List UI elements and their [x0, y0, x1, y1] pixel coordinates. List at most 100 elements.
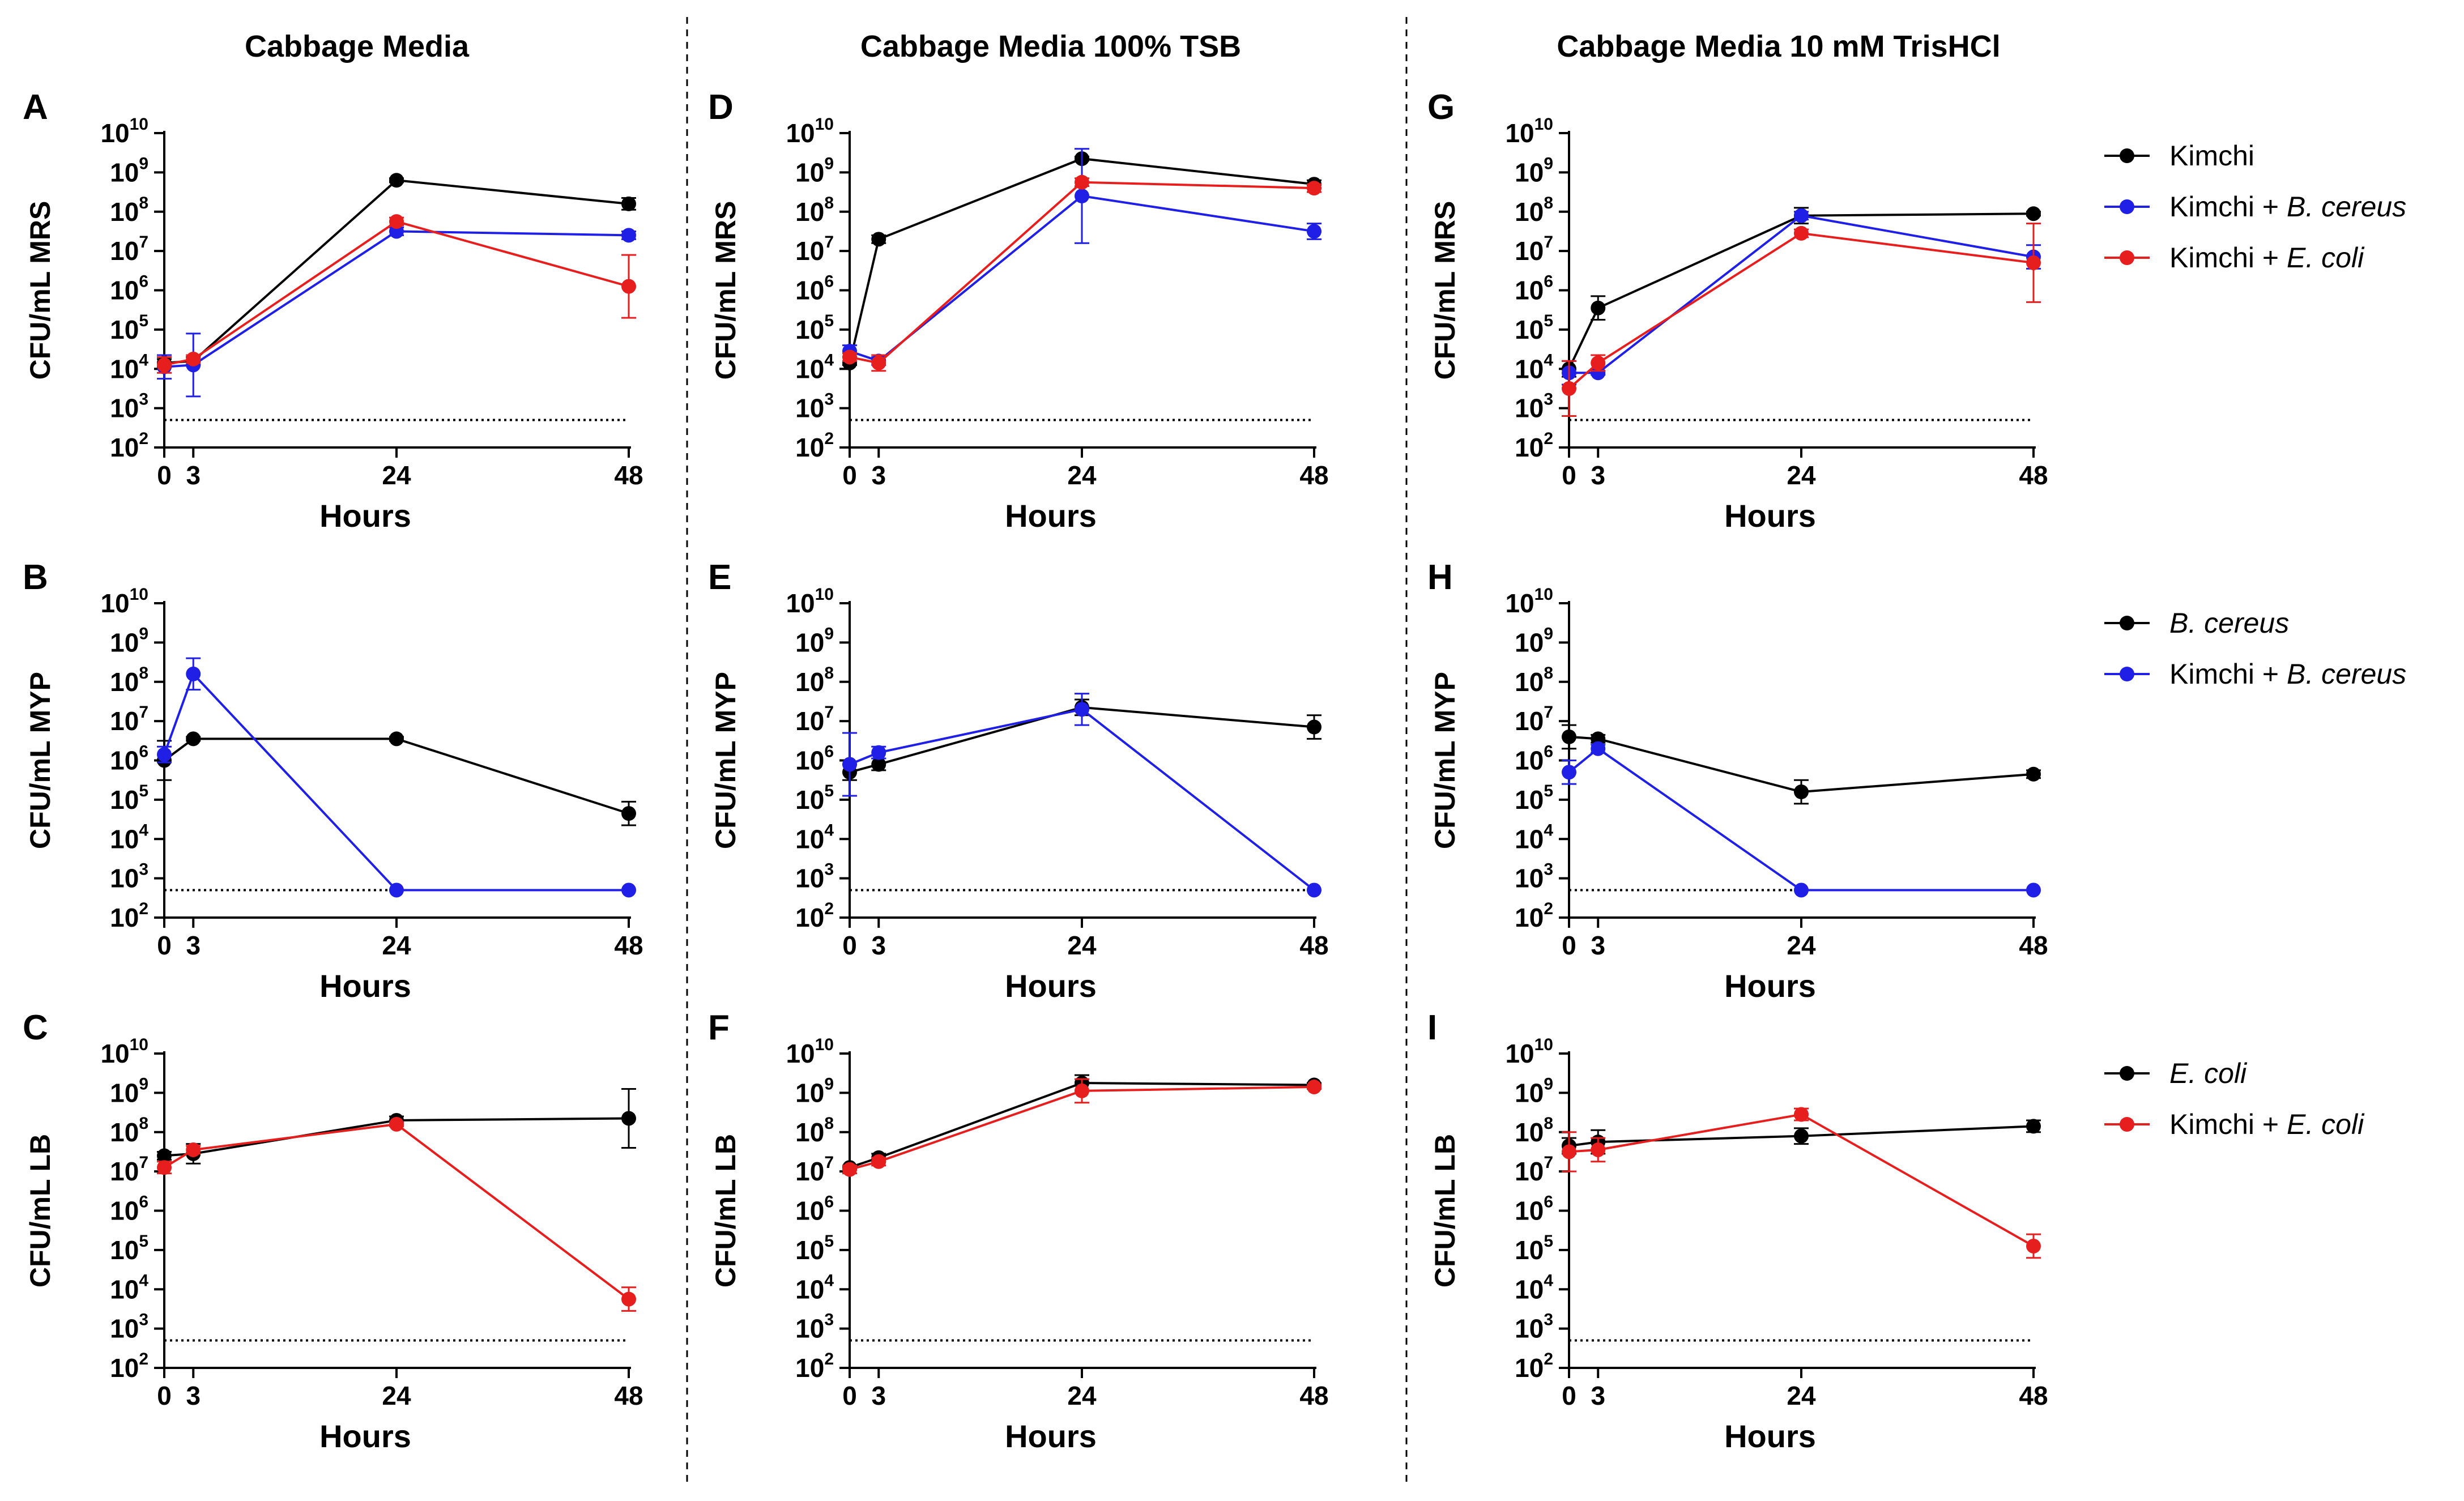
- series-kimchi-e-coli: [157, 214, 636, 374]
- y-tick-base: 10: [1515, 667, 1544, 697]
- y-tick-exponent: 4: [139, 1271, 148, 1290]
- legend-swatch-marker: [2120, 1117, 2134, 1132]
- y-tick-base: 10: [110, 394, 139, 423]
- y-tick-base: 10: [795, 236, 824, 266]
- y-tick-label: 107: [1515, 703, 1553, 736]
- y-tick-exponent: 5: [139, 782, 148, 800]
- y-tick-label: 107: [795, 703, 834, 736]
- series-line: [849, 181, 1315, 365]
- y-tick-label: 109: [1515, 624, 1553, 657]
- series-line: [849, 708, 1315, 892]
- data-point: [1794, 208, 1809, 223]
- y-tick-label: 108: [1515, 1114, 1553, 1147]
- x-tick-label: 3: [186, 1381, 201, 1410]
- y-tick-base: 10: [1515, 236, 1544, 266]
- x-axis-label: Hours: [319, 968, 411, 1004]
- y-tick-label: 102: [795, 899, 834, 932]
- series-e-coli: [1562, 1119, 2041, 1155]
- legend-entry: B. cereus: [2169, 607, 2289, 639]
- y-tick-exponent: 7: [1544, 703, 1553, 722]
- y-tick-label: 1010: [100, 585, 148, 618]
- x-axis-label: Hours: [319, 1418, 411, 1454]
- y-tick-exponent: 8: [139, 664, 148, 683]
- x-tick-label: 48: [1299, 460, 1328, 490]
- series-line: [1568, 212, 2034, 370]
- y-tick-exponent: 9: [139, 1074, 148, 1093]
- legend-swatch-marker: [2120, 199, 2134, 214]
- data-point: [842, 757, 857, 772]
- column-title-3: Cabbage Media 10 mM TrisHCl: [1557, 29, 2000, 63]
- y-tick-exponent: 2: [139, 1350, 148, 1368]
- y-tick-exponent: 6: [139, 743, 148, 761]
- x-tick-label: 48: [2019, 460, 2048, 490]
- y-tick-base: 10: [795, 433, 824, 462]
- y-tick-exponent: 7: [824, 233, 834, 251]
- series-line: [849, 194, 1315, 363]
- series-line: [163, 737, 629, 815]
- y-tick-base: 10: [795, 1274, 824, 1304]
- y-tick-label: 105: [795, 782, 834, 815]
- data-point: [1591, 741, 1606, 756]
- y-tick-label: 103: [1515, 1311, 1553, 1344]
- y-tick-base: 10: [110, 1118, 139, 1147]
- y-tick-label: 108: [1515, 194, 1553, 227]
- y-tick-exponent: 10: [1534, 115, 1553, 134]
- y-tick-base: 10: [1515, 1274, 1544, 1304]
- y-tick-base: 10: [795, 1078, 824, 1107]
- y-tick-label: 109: [795, 154, 834, 187]
- x-axis-label: Hours: [1005, 498, 1097, 534]
- y-tick-exponent: 5: [824, 782, 834, 800]
- y-tick-base: 10: [1515, 1196, 1544, 1226]
- y-tick-base: 10: [1515, 157, 1544, 187]
- data-point: [2026, 882, 2041, 898]
- column-title-2: Cabbage Media 100% TSB: [860, 29, 1241, 63]
- y-axis-label: CFU/mL LB: [24, 1134, 56, 1287]
- y-tick-exponent: 8: [824, 194, 834, 212]
- y-tick-label: 107: [795, 1153, 834, 1186]
- y-tick-base: 10: [110, 1274, 139, 1304]
- y-tick-label: 103: [110, 390, 148, 423]
- y-tick-label: 105: [795, 1232, 834, 1265]
- data-point: [621, 882, 636, 898]
- data-point: [1562, 1144, 1576, 1159]
- y-tick-exponent: 2: [139, 429, 148, 448]
- panel-label: A: [23, 88, 48, 127]
- data-point: [1794, 1107, 1809, 1122]
- y-tick-label: 104: [795, 1271, 834, 1304]
- panel-label: F: [708, 1008, 730, 1047]
- y-tick-label: 107: [795, 233, 834, 266]
- y-tick-exponent: 2: [824, 899, 834, 918]
- y-tick-label: 103: [795, 1311, 834, 1344]
- y-tick-base: 10: [1515, 1353, 1544, 1383]
- x-tick-label: 0: [842, 931, 857, 960]
- y-tick-exponent: 9: [824, 1074, 834, 1093]
- y-tick-base: 10: [1515, 1157, 1544, 1186]
- legend-entry: Kimchi + B. cereus: [2169, 191, 2406, 223]
- x-tick-label: 0: [842, 460, 857, 490]
- legend-swatch-marker: [2120, 1066, 2134, 1081]
- y-tick-label: 1010: [786, 115, 834, 148]
- y-tick-label: 102: [110, 1350, 148, 1383]
- y-tick-base: 10: [795, 628, 824, 657]
- y-tick-label: 107: [1515, 233, 1553, 266]
- x-tick-label: 48: [614, 460, 643, 490]
- y-tick-label: 107: [110, 703, 148, 736]
- x-tick-label: 24: [1067, 460, 1097, 490]
- y-tick-label: 1010: [1505, 115, 1553, 148]
- series-line: [1568, 1125, 2034, 1148]
- series-line: [849, 706, 1315, 774]
- y-tick-base: 10: [100, 118, 129, 148]
- data-point: [2026, 1119, 2041, 1134]
- legend-swatch-marker: [2120, 148, 2134, 163]
- y-tick-exponent: 6: [1544, 1193, 1553, 1212]
- y-tick-base: 10: [795, 394, 824, 423]
- series-line: [849, 1085, 1315, 1171]
- y-tick-base: 10: [110, 157, 139, 187]
- series-kimchi-e-coli: [842, 174, 1321, 372]
- y-tick-base: 10: [795, 197, 824, 227]
- data-point: [1562, 381, 1576, 396]
- legend-entry-text: Kimchi +: [2169, 242, 2287, 274]
